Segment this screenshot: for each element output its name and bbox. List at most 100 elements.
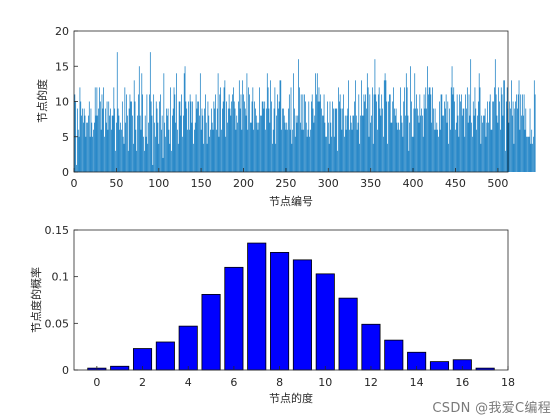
p1-bar: [139, 115, 141, 172]
p2-xtick-label: 2: [139, 376, 146, 389]
p1-bar: [444, 108, 446, 172]
p1-bar: [330, 122, 332, 172]
p1-bar: [181, 94, 182, 172]
p1-bar: [379, 108, 381, 172]
p1-bar: [527, 136, 528, 172]
p1-bar: [283, 108, 284, 172]
p2-ytick-label: 0.05: [45, 317, 70, 330]
p1-bar: [213, 101, 215, 172]
p1-bar: [383, 136, 384, 172]
p1-bar: [450, 129, 451, 172]
p1-bar: [207, 101, 209, 172]
p1-bar: [440, 94, 442, 172]
p2-bar: [429, 361, 450, 371]
p1-bar: [199, 73, 201, 172]
p1-bar: [80, 101, 82, 172]
p1-bar: [244, 101, 245, 172]
p1-bar: [145, 136, 147, 172]
p1-bar: [228, 94, 230, 172]
p1-bar: [86, 122, 88, 172]
p1-bar: [142, 94, 143, 172]
p1-bar: [144, 150, 145, 172]
p1-bar: [135, 129, 137, 172]
p1-bar: [370, 122, 372, 172]
p1-bar: [147, 143, 149, 172]
p1-bar: [130, 101, 132, 172]
p1-bar: [274, 87, 276, 172]
p1-bar: [126, 94, 127, 172]
p1-bar: [190, 101, 192, 172]
p1-bar: [160, 94, 161, 172]
p1-bar: [329, 101, 331, 172]
p1-bar: [118, 115, 120, 172]
p1-bar: [171, 115, 173, 172]
p1-bar: [395, 108, 397, 172]
p1-bar: [111, 115, 113, 172]
p1-bar: [431, 122, 433, 172]
p2-xtick-label: 4: [185, 376, 192, 389]
p1-bar: [225, 136, 227, 172]
p1-bar: [205, 94, 206, 172]
p1-bar: [434, 108, 436, 172]
p1-bar: [368, 136, 370, 172]
p1-bar: [267, 87, 269, 172]
p1-bar: [478, 73, 480, 172]
p1-bar: [105, 122, 107, 172]
p1-bar: [127, 150, 129, 172]
p1-bar: [479, 87, 481, 172]
p1-bar: [364, 101, 366, 172]
p1-bar: [183, 73, 185, 172]
p1-bar: [511, 80, 512, 172]
p1-bar: [473, 115, 475, 172]
p1-bar: [297, 115, 299, 172]
p1-bar: [99, 87, 100, 172]
p1-bar: [311, 94, 313, 172]
p1-bar: [404, 87, 405, 172]
p1-bar: [250, 122, 252, 172]
p1-bar: [384, 73, 386, 172]
p1-bar: [534, 94, 536, 172]
p1-bar: [137, 115, 138, 172]
p1-bar: [445, 94, 447, 172]
p1-bar: [284, 122, 286, 172]
p2-bar: [201, 293, 221, 371]
p1-bar: [381, 94, 383, 172]
p1-bar: [463, 108, 465, 172]
p1-bar: [123, 143, 125, 172]
p1-bar: [305, 101, 306, 172]
p1-bar: [283, 115, 285, 172]
p1-bar: [386, 101, 388, 172]
p1-bar: [223, 87, 225, 172]
p1-bar: [352, 115, 354, 172]
p1-bar: [465, 94, 466, 172]
p1-bar: [425, 87, 427, 172]
p1-bar: [295, 115, 297, 172]
p1-bar: [427, 94, 429, 172]
p1-bar: [421, 108, 422, 172]
p1-bar: [467, 122, 469, 172]
p1-bar: [177, 129, 178, 172]
p1-bar: [316, 94, 317, 172]
p1-bar: [248, 87, 249, 172]
p1-bar: [308, 101, 310, 172]
p1-bar: [455, 129, 456, 172]
p1-bar: [489, 94, 491, 172]
p1-bar: [392, 101, 394, 172]
p1-bar: [495, 94, 497, 172]
p1-bar: [94, 87, 96, 172]
p1-bar: [356, 129, 358, 172]
p1-bar: [394, 115, 396, 172]
p1-bar: [373, 94, 375, 172]
p1-bar: [98, 108, 99, 172]
p1-bar: [519, 129, 521, 172]
p1-bar: [187, 129, 188, 172]
p2-xtick-label: 10: [318, 376, 332, 389]
p1-bar: [406, 87, 408, 172]
p1-bar: [282, 108, 283, 172]
p1-bar: [287, 129, 288, 172]
p1-bar: [344, 115, 346, 172]
p1-bar: [417, 115, 419, 172]
p1-bar: [505, 101, 507, 172]
p2-bar: [315, 273, 335, 371]
p1-bar: [266, 73, 268, 172]
